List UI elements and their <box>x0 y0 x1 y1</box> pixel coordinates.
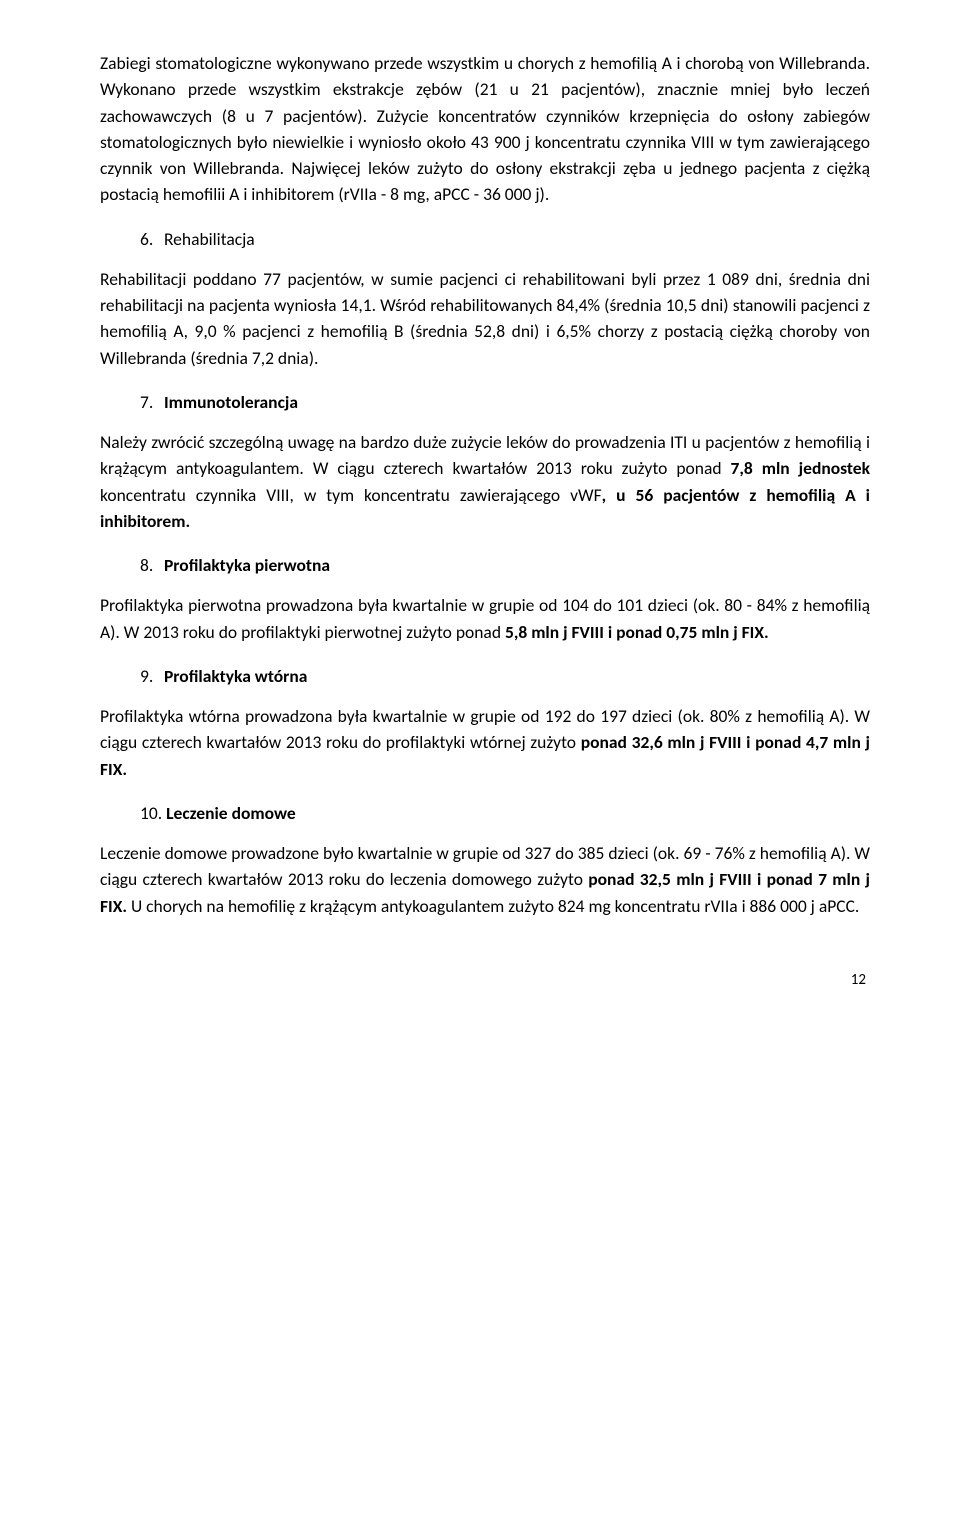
section-10-num: 10. <box>140 800 162 826</box>
section-7-heading: 7. Immunotolerancja <box>140 389 870 415</box>
section-8-num: 8. <box>140 552 160 578</box>
paragraph-prof-wtorna: Profilaktyka wtórna prowadzona była kwar… <box>100 703 870 782</box>
section-6-num: 6. <box>140 226 160 252</box>
page-number: 12 <box>100 969 870 992</box>
section-8-title: Profilaktyka pierwotna <box>164 554 330 576</box>
section-9-num: 9. <box>140 663 160 689</box>
p4-bold-b: 5,8 mln j FVIII i ponad 0,75 mln j FIX. <box>505 621 769 643</box>
section-8-heading: 8. Profilaktyka pierwotna <box>140 552 870 578</box>
section-9-title: Profilaktyka wtórna <box>164 665 307 687</box>
p3-bold-b: 7,8 mln jednostek <box>731 457 870 479</box>
paragraph-intro: Zabiegi stomatologiczne wykonywano przed… <box>100 50 870 208</box>
section-6-heading: 6. Rehabilitacja <box>140 226 870 252</box>
paragraph-prof-pierwotna: Profilaktyka pierwotna prowadzona była k… <box>100 592 870 645</box>
p3-text-c: koncentratu czynnika VIII, w tym koncent… <box>100 484 602 506</box>
document-page: Zabiegi stomatologiczne wykonywano przed… <box>0 0 960 1031</box>
section-7-num: 7. <box>140 389 160 415</box>
paragraph-rehab: Rehabilitacji poddano 77 pacjentów, w su… <box>100 266 870 371</box>
paragraph-leczenie-domowe: Leczenie domowe prowadzone było kwartaln… <box>100 840 870 919</box>
section-10-heading: 10. Leczenie domowe <box>140 800 870 826</box>
section-10-title: Leczenie domowe <box>166 802 296 824</box>
section-7-title: Immunotolerancja <box>164 391 298 413</box>
p6-text-c: U chorych na hemofilię z krążącym antyko… <box>127 895 859 917</box>
section-9-heading: 9. Profilaktyka wtórna <box>140 663 870 689</box>
section-6-title: Rehabilitacja <box>164 228 255 250</box>
paragraph-immuno: Należy zwrócić szczególną uwagę na bardz… <box>100 429 870 534</box>
